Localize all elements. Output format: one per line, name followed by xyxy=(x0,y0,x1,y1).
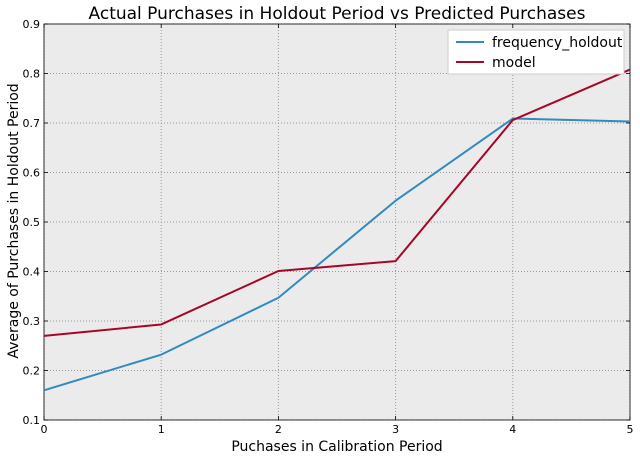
series-lines xyxy=(43,68,631,392)
legend-box xyxy=(447,29,625,75)
y-axis-label: Average of Purchases in Holdout Period xyxy=(6,83,22,358)
y-tick-label: 0.4 xyxy=(23,266,41,279)
x-axis-label: Puchases in Calibration Period xyxy=(231,439,442,455)
x-tick-label: 5 xyxy=(627,423,634,436)
y-tick-label: 0.8 xyxy=(23,68,41,81)
plot-area: 0 1 2 3 4 5 0.1 0.2 0.3 0.4 0.5 0.6 0.7 0.8 0.9 xyxy=(23,18,634,436)
y-tick-label: 0.9 xyxy=(23,18,41,31)
tick-labels: 0 1 2 3 4 5 0.1 0.2 0.3 0.4 0.5 0.6 0.7 0.8 0.9 xyxy=(23,18,634,436)
y-tick-label: 0.5 xyxy=(23,216,41,229)
y-tick-label: 0.7 xyxy=(23,117,41,130)
plot-background xyxy=(44,24,630,420)
y-tick-label: 0.6 xyxy=(23,167,41,180)
tick-marks xyxy=(43,23,631,421)
series-line-model xyxy=(43,68,631,337)
x-tick-label: 4 xyxy=(509,423,516,436)
series-line-frequency-holdout xyxy=(43,117,631,392)
y-tick-label: 0.1 xyxy=(23,414,41,427)
y-tick-label: 0.2 xyxy=(23,365,41,378)
x-tick-label: 2 xyxy=(275,423,282,436)
x-tick-label: 3 xyxy=(392,423,399,436)
legend-label: frequency_holdout xyxy=(492,35,623,51)
y-tick-label: 0.3 xyxy=(23,315,41,328)
x-tick-label: 1 xyxy=(158,423,165,436)
chart-title: Actual Purchases in Holdout Period vs Pr… xyxy=(89,4,586,24)
legend-label: model xyxy=(492,55,536,71)
x-tick-label: 0 xyxy=(41,423,48,436)
